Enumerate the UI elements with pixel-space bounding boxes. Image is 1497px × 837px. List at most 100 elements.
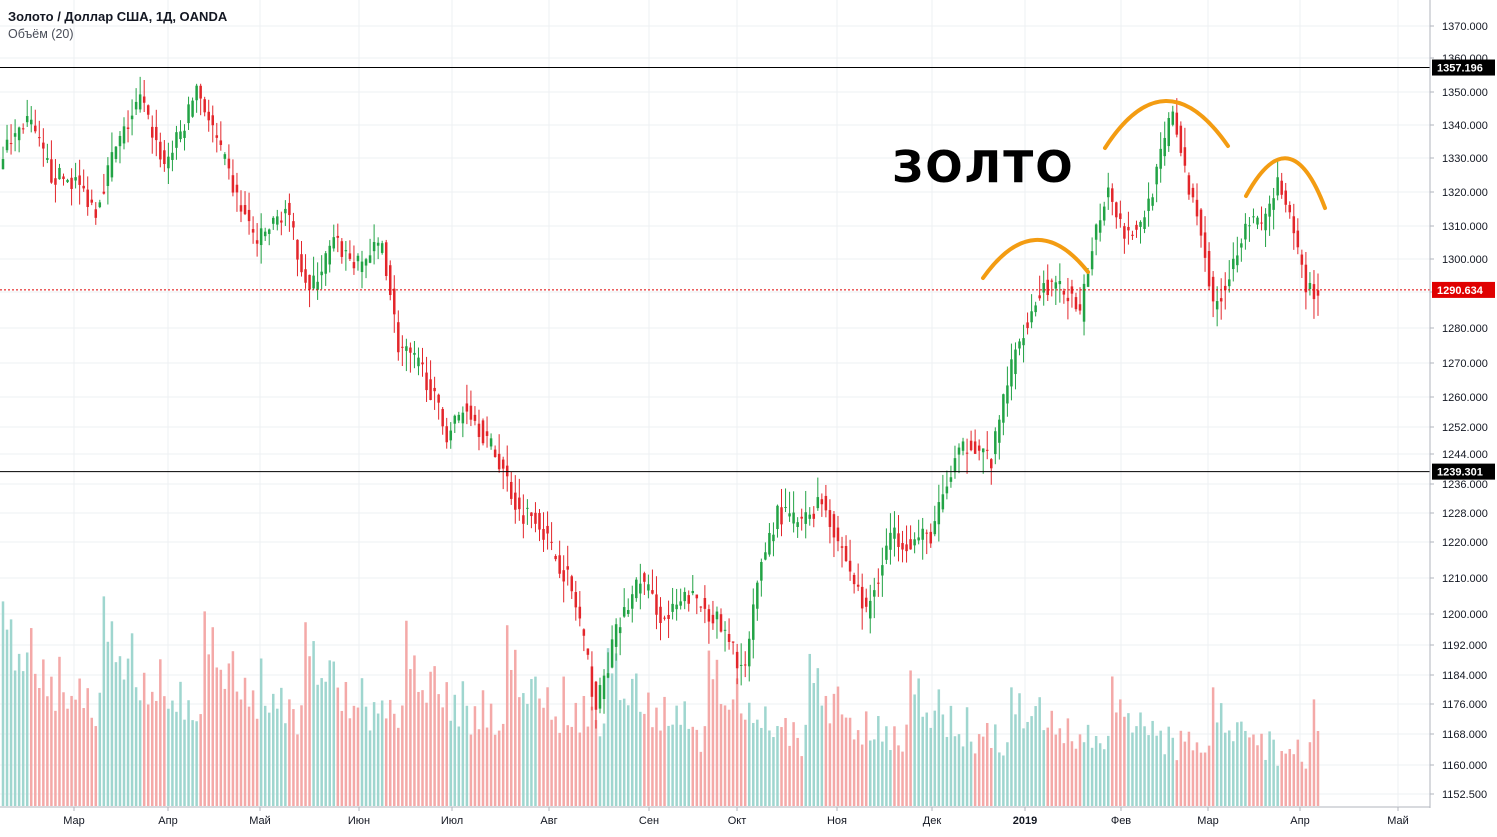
candle-body <box>1228 279 1231 287</box>
volume-bar <box>1252 734 1255 806</box>
candle-body <box>155 126 158 141</box>
price-axis[interactable] <box>1430 0 1497 832</box>
candle-body <box>1054 282 1058 289</box>
candle-body <box>961 441 965 451</box>
volume-bar <box>1046 727 1049 806</box>
candle-body <box>25 116 29 123</box>
candle-body <box>150 126 154 138</box>
candle-body <box>437 394 440 403</box>
candle-body <box>558 555 561 574</box>
volume-bar <box>284 723 287 806</box>
volume-bar <box>356 707 360 806</box>
volume-bar <box>1102 749 1106 806</box>
volume-bar <box>78 678 81 806</box>
volume-bar <box>526 703 529 806</box>
candle-body <box>215 135 219 138</box>
volume-bar <box>824 695 828 806</box>
volume-bar <box>364 706 368 806</box>
volume-bar <box>1284 753 1287 806</box>
candle-body <box>538 513 541 530</box>
volume-bar <box>1268 731 1271 806</box>
candle-body <box>1018 341 1021 349</box>
candle-body <box>965 452 969 454</box>
volume-bar <box>731 699 735 806</box>
candle-body <box>42 142 45 149</box>
candle-body <box>1078 304 1082 311</box>
volume-bar <box>957 734 961 806</box>
candle-body <box>485 431 489 436</box>
volume-bar <box>138 700 142 806</box>
volume-bar <box>227 663 231 806</box>
candle-body <box>9 143 13 145</box>
candle-body <box>280 220 283 223</box>
volume-bar <box>320 678 323 806</box>
volume-bar <box>941 714 945 806</box>
volume-bar <box>715 659 719 806</box>
volume-bar <box>1191 750 1195 806</box>
candle-body <box>655 594 658 615</box>
volume-bar <box>792 722 795 806</box>
volume-bar <box>1014 714 1017 806</box>
volume-bar <box>961 746 965 806</box>
volume-bar <box>1054 734 1058 806</box>
candle-body <box>1308 282 1312 290</box>
volume-bar <box>191 720 194 806</box>
volume-bar <box>130 633 134 806</box>
volume-bar <box>437 694 440 806</box>
volume-bar <box>304 622 307 806</box>
candle-body <box>602 675 606 700</box>
volume-bar <box>215 667 219 806</box>
candle-body <box>626 610 630 614</box>
volume-bar <box>98 692 102 806</box>
price-tick-label: 1244.000 <box>1442 449 1488 461</box>
candle-body <box>969 440 973 451</box>
volume-bar <box>667 725 670 806</box>
volume-bar <box>457 726 461 806</box>
volume-bar <box>1006 742 1009 806</box>
level-price-tag <box>1432 281 1495 298</box>
volume-bar <box>1018 693 1021 806</box>
candle-body <box>566 566 569 570</box>
candle-body <box>243 205 247 215</box>
volume-bar <box>1143 726 1146 806</box>
volume-bar <box>469 734 473 806</box>
volume-bar <box>969 741 973 806</box>
candle-body <box>292 221 295 228</box>
pattern-arc[interactable] <box>981 237 1090 280</box>
candle-body <box>372 242 376 252</box>
candle-body <box>1143 217 1146 229</box>
volume-bar <box>614 653 618 806</box>
candle-body <box>227 158 231 169</box>
volume-bar <box>34 673 37 806</box>
volume-bar <box>118 656 122 806</box>
volume-bar <box>405 620 408 806</box>
volume-bar <box>1228 730 1231 806</box>
volume-bar <box>501 723 505 806</box>
candle-body <box>70 177 73 189</box>
volume-bar <box>219 669 223 806</box>
candle-body <box>542 528 545 540</box>
volume-bar <box>643 713 646 806</box>
volume-bar <box>481 690 485 806</box>
candle-body <box>973 441 977 454</box>
candle-body <box>421 362 424 365</box>
pattern-arc[interactable] <box>1103 99 1230 150</box>
candle-body <box>647 584 650 591</box>
candle-body <box>1199 209 1203 236</box>
volume-bar <box>90 717 93 806</box>
candle-body <box>505 465 509 477</box>
candle-body <box>1094 224 1098 240</box>
candle-body <box>1135 224 1138 230</box>
candle-body <box>388 265 392 295</box>
volume-bar <box>1058 728 1062 806</box>
pattern-arc[interactable] <box>1244 156 1327 210</box>
time-tick-label: Май <box>249 815 271 827</box>
volume-bar <box>1082 742 1086 806</box>
price-tick-label: 1340.000 <box>1442 120 1488 132</box>
volume-bar <box>711 679 715 806</box>
volume-bar <box>639 711 642 806</box>
candle-body <box>58 167 61 180</box>
candle-body <box>743 664 747 666</box>
